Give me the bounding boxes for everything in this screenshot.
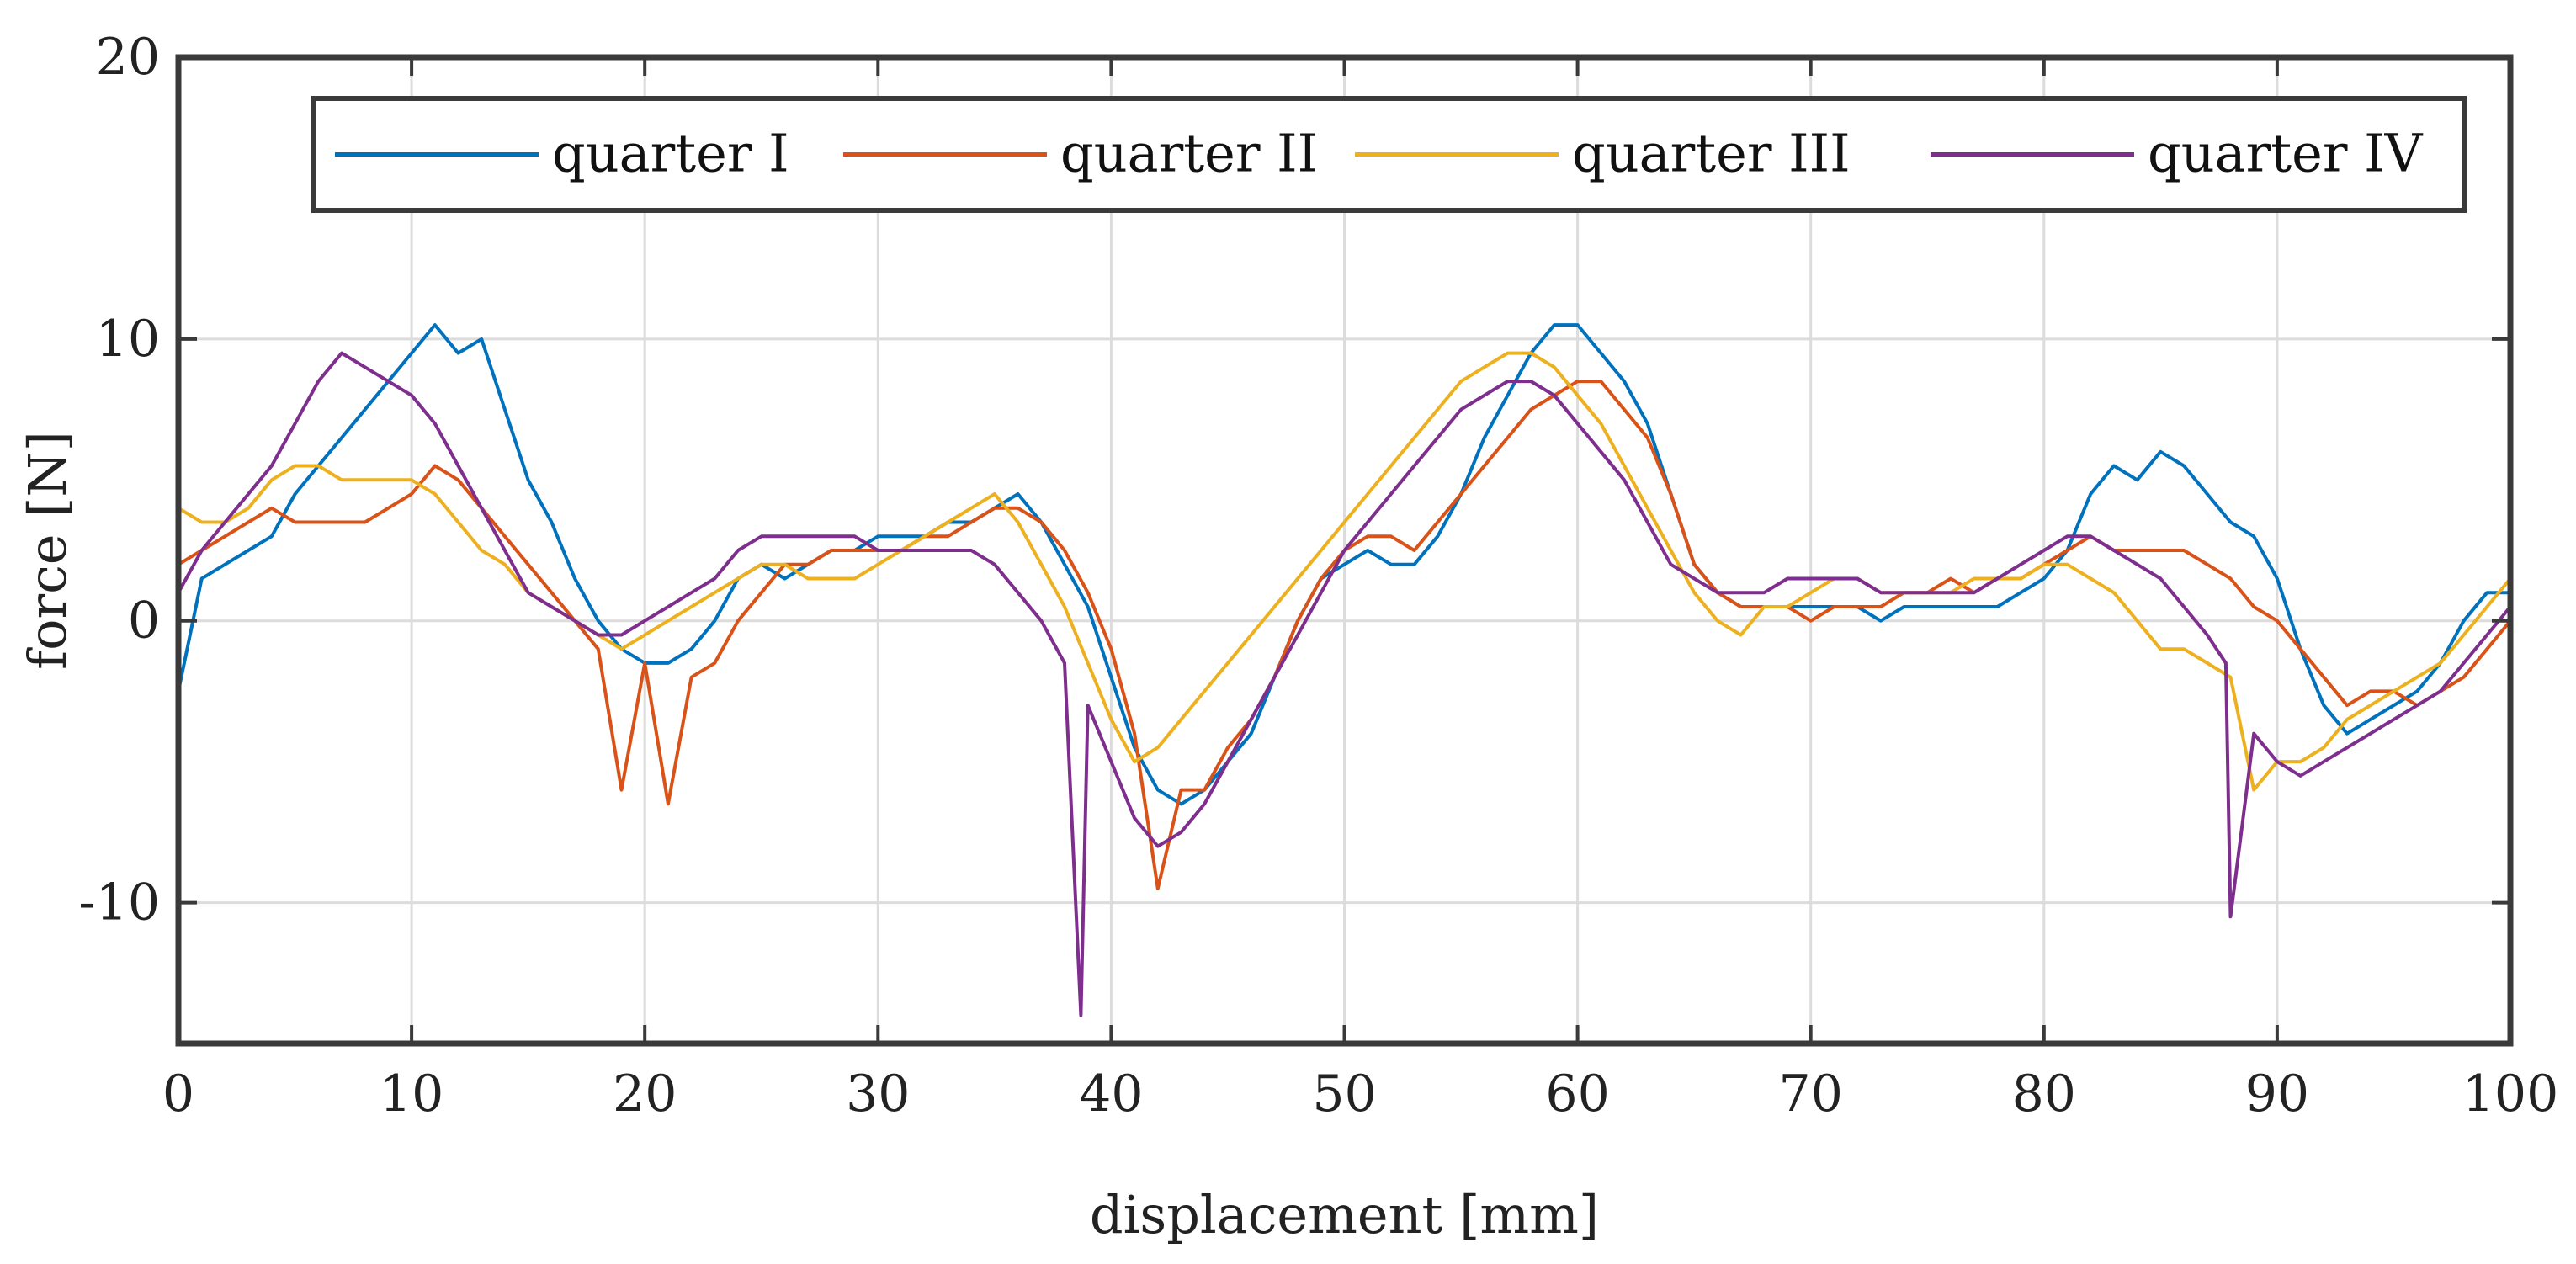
x-tick-label: 60 [1545,1065,1609,1123]
x-tick-label: 40 [1079,1065,1143,1123]
x-tick-label: 100 [2462,1065,2559,1123]
x-tick-label: 20 [613,1065,677,1123]
legend-label: quarter IV [2148,123,2424,184]
x-tick-label: 90 [2245,1065,2309,1123]
x-tick-label: 50 [1312,1065,1376,1123]
y-axis-label: force [N] [17,431,78,670]
axis-ticks [177,56,2512,1044]
x-axis-label: displacement [mm] [1090,1184,1599,1245]
legend-label: quarter II [1060,123,1318,184]
y-tick-label: -10 [78,874,160,932]
y-tick-label: 10 [96,310,160,369]
legend: quarter I quarter II quarter III quarter IV [311,96,2467,213]
series-line-quarter-i [178,323,2510,806]
y-tick-label: 20 [96,28,160,87]
x-tick-label: 70 [1779,1065,1843,1123]
series-line-quarter-iv [178,351,2510,1017]
legend-label: quarter III [1572,123,1851,184]
y-tick-label: 0 [128,592,160,651]
x-tick-label: 10 [380,1065,443,1123]
series-lines [178,323,2510,1017]
x-tick-label: 80 [2012,1065,2076,1123]
tick-labels: 0 10 20 30 40 50 60 70 80 90 100 -10 0 10 20 [78,28,2558,1123]
legend-label: quarter I [552,123,789,184]
x-tick-label: 30 [846,1065,910,1123]
x-tick-label: 0 [162,1065,194,1123]
